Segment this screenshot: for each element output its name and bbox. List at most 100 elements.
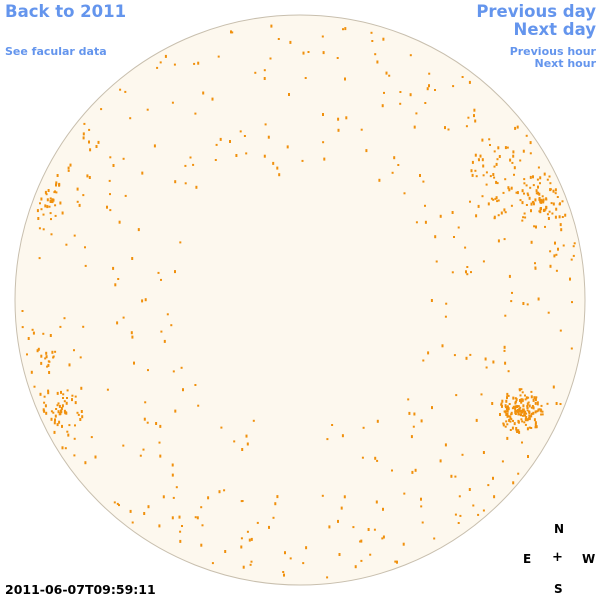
facula-dot (31, 328, 34, 331)
facula-dot (179, 539, 182, 543)
facula-dot (304, 77, 307, 79)
facula-dot (59, 412, 62, 416)
facula-dot (459, 514, 462, 517)
next-day-link[interactable]: Next day (513, 20, 596, 39)
facula-marks (21, 24, 576, 579)
facula-dot (172, 496, 175, 499)
facula-dot (533, 418, 536, 422)
facula-dot (38, 227, 41, 230)
facula-dot (495, 196, 498, 200)
facula-dot (57, 402, 60, 405)
facula-dot (520, 410, 523, 414)
facula-dot (382, 37, 385, 41)
facula-dot (54, 350, 57, 353)
facula-dot (57, 410, 60, 414)
facula-dot (141, 171, 144, 175)
facula-dot (83, 122, 86, 125)
facula-dot (174, 270, 176, 274)
facula-dot (518, 407, 521, 410)
facula-dot (286, 145, 289, 149)
facula-dot (45, 351, 48, 355)
compass-east: E (523, 552, 532, 566)
facula-dot (506, 405, 509, 409)
facula-dot (60, 390, 62, 394)
previous-day-link[interactable]: Previous day (476, 2, 596, 21)
facula-dot (427, 351, 430, 355)
facula-dot (526, 409, 529, 412)
facula-dot (61, 424, 63, 428)
facula-dot (415, 112, 418, 115)
facula-dot (444, 315, 447, 318)
facula-dot (217, 55, 220, 58)
next-hour-link[interactable]: Next hour (534, 57, 597, 70)
facula-dot (178, 515, 181, 519)
previous-hour-link[interactable]: Previous hour (509, 45, 596, 58)
facula-dot (439, 214, 442, 218)
facula-dot (570, 258, 573, 261)
back-to-year-link[interactable]: Back to 2011 (5, 2, 127, 21)
facula-dot (276, 166, 279, 170)
facula-dot (52, 198, 55, 202)
facula-dot (528, 418, 531, 421)
facula-dot (513, 173, 515, 176)
facula-dot (546, 213, 549, 216)
facula-dot (452, 85, 455, 88)
facula-dot (528, 414, 531, 417)
facula-dot (507, 370, 510, 373)
facula-dot (542, 200, 545, 204)
facula-dot (545, 197, 548, 201)
facula-dot (532, 398, 535, 402)
facula-dot (530, 414, 533, 418)
facula-dot (529, 141, 532, 145)
facula-dot (256, 521, 259, 524)
facula-dot (67, 169, 70, 172)
facula-dot (413, 412, 416, 416)
facula-dot (344, 77, 346, 81)
facula-dot (506, 412, 509, 416)
facula-dot (231, 31, 234, 34)
facula-dot (458, 495, 461, 498)
facula-dot (505, 399, 508, 403)
facula-dot (139, 454, 142, 457)
facula-dot (512, 396, 515, 400)
facula-dot (524, 417, 527, 420)
facula-dot (528, 404, 531, 408)
facula-dot (47, 389, 50, 392)
facula-dot (539, 210, 542, 214)
facula-dot (408, 411, 411, 415)
facula-dot (410, 435, 413, 439)
facula-dot (65, 401, 68, 405)
facula-dot (527, 194, 530, 197)
facula-dot (505, 408, 508, 410)
facula-dot (544, 225, 546, 228)
facula-dot (528, 415, 531, 419)
facula-dot (495, 180, 498, 184)
facula-dot (422, 180, 425, 183)
facula-dot (50, 417, 53, 421)
facula-dot (32, 331, 35, 335)
see-facular-data-link[interactable]: See facular data (5, 45, 107, 58)
facula-dot (503, 238, 506, 241)
facula-dot (465, 356, 468, 360)
facula-dot (522, 414, 524, 417)
facula-dot (360, 559, 363, 562)
facula-dot (391, 469, 393, 472)
facula-dot (48, 360, 51, 363)
facula-dot (526, 402, 529, 406)
facula-dot (504, 211, 507, 214)
facula-dot (195, 185, 198, 189)
facula-dot (383, 91, 385, 94)
facula-dot (54, 214, 57, 217)
facula-dot (534, 426, 537, 429)
compass-north: N (554, 522, 565, 536)
facula-dot (131, 335, 134, 339)
facula-dot (453, 354, 456, 357)
facula-dot (84, 461, 87, 465)
facula-dot (420, 419, 423, 423)
facula-dot (542, 198, 545, 202)
facula-dot (284, 551, 286, 555)
facula-dot (164, 54, 167, 58)
facula-dot (503, 410, 506, 413)
observation-timestamp: 2011-06-07T09:59:11 (5, 582, 156, 597)
